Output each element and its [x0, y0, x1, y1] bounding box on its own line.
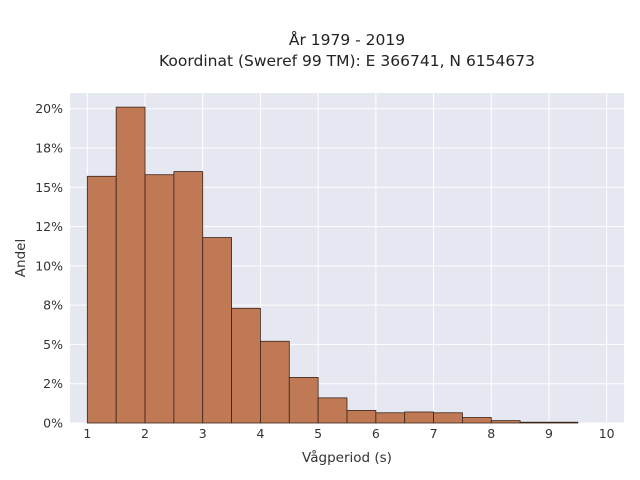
y-tick-label-2: 5% — [43, 337, 63, 352]
x-tick-label-3: 4 — [256, 426, 264, 441]
x-tick-label-0: 1 — [83, 426, 91, 441]
y-tick-label-3: 8% — [43, 298, 63, 313]
y-tick-label-0: 0% — [43, 416, 63, 431]
x-tick-label-9: 10 — [599, 426, 615, 441]
y-axis-ticks: 0% 2% 5% 8% 10% 12% 15% 18% 20% — [35, 101, 63, 430]
y-tick-label-6: 15% — [35, 180, 63, 195]
chart-title-line-2: Koordinat (Sweref 99 TM): E 366741, N 61… — [159, 52, 535, 70]
x-tick-label-8: 9 — [545, 426, 553, 441]
x-axis-label: Vågperiod (s) — [302, 449, 392, 466]
histogram-bar-8 — [317, 397, 348, 424]
y-tick-label-7: 18% — [35, 141, 63, 156]
histogram-bar-9 — [346, 410, 377, 424]
histogram-bar-4 — [202, 237, 232, 424]
x-tick-label-6: 7 — [430, 426, 438, 441]
histogram-bar-1 — [115, 106, 146, 424]
histogram-bar-7 — [288, 377, 319, 424]
y-tick-label-1: 2% — [43, 376, 63, 391]
bars — [86, 106, 579, 424]
x-tick-label-5: 6 — [372, 426, 380, 441]
x-tick-label-4: 5 — [314, 426, 322, 441]
y-tick-label-5: 12% — [35, 219, 63, 234]
histogram-bar-13 — [462, 417, 492, 424]
y-axis-label: Andel — [13, 239, 29, 277]
x-tick-label-1: 2 — [141, 426, 149, 441]
histogram-bar-5 — [231, 307, 261, 424]
y-tick-label-4: 10% — [35, 258, 63, 273]
x-tick-label-7: 8 — [487, 426, 495, 441]
x-axis-ticks: 1 2 3 4 5 6 7 8 9 10 — [83, 426, 614, 441]
histogram-bar-14 — [490, 420, 521, 424]
histogram-bar-11 — [404, 411, 434, 424]
histogram-bar-2 — [144, 174, 175, 424]
histogram-bar-6 — [260, 340, 290, 424]
histogram-bar-10 — [375, 412, 406, 424]
histogram-bar-0 — [86, 175, 117, 424]
histogram-bar-16 — [548, 421, 579, 424]
histogram-bar-3 — [173, 171, 204, 424]
x-tick-label-2: 3 — [199, 426, 207, 441]
chart-title-line-1: År 1979 - 2019 — [289, 30, 405, 49]
histogram-bar-15 — [519, 421, 550, 424]
y-tick-label-8: 20% — [35, 101, 63, 116]
histogram-bar-12 — [433, 412, 463, 424]
